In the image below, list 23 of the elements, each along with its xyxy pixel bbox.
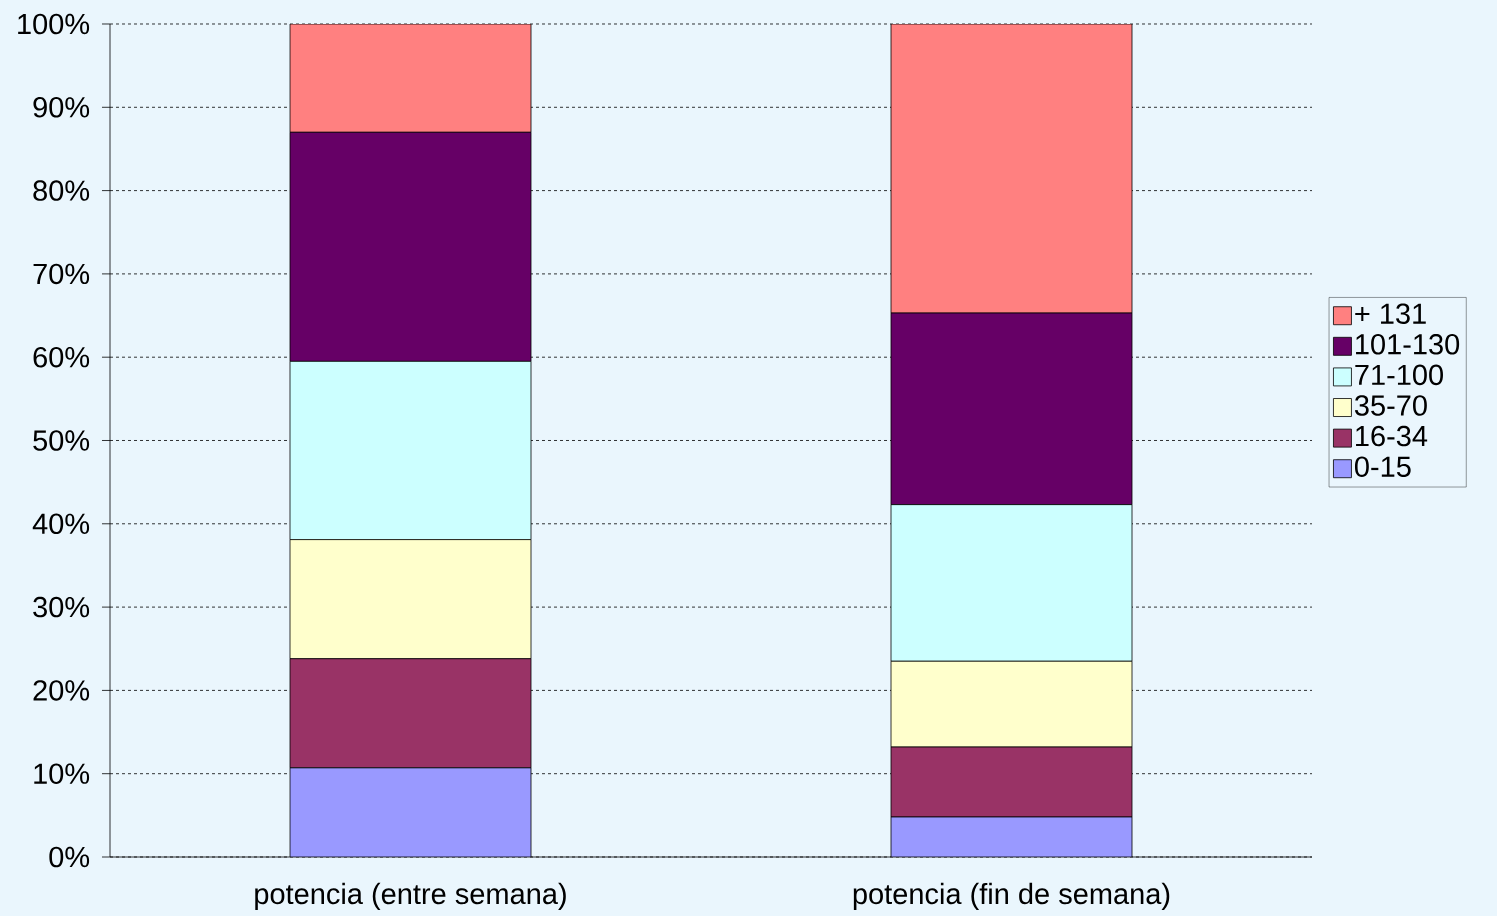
legend-label: + 131: [1355, 303, 1426, 324]
x-tick-label: potencia (entre semana): [255, 882, 566, 910]
legend-label: 0-15: [1354, 456, 1411, 477]
y-tick-label: 50%: [33, 430, 90, 451]
bar: [290, 767, 531, 857]
y-tick-label: 70%: [33, 263, 90, 285]
y-tick-label: 60%: [33, 346, 90, 368]
y-tick-label: 100%: [18, 13, 90, 35]
bar: [890, 23, 1133, 314]
bar: [289, 23, 532, 133]
y-tick-label: 90%: [33, 97, 90, 118]
y-tick-label: 80%: [33, 180, 90, 201]
legend-label: 16-34: [1356, 425, 1428, 447]
y-tick-label: 0%: [49, 846, 90, 868]
y-tick-label: 10%: [34, 763, 90, 784]
x-tick-label: potencia (fin de semana): [853, 882, 1170, 910]
bar: [890, 816, 1133, 857]
y-tick-label: 20%: [33, 680, 90, 701]
legend-label: 35-70: [1354, 395, 1427, 416]
y-tick-label: 40%: [32, 513, 90, 535]
legend-label: 71-100: [1355, 364, 1443, 386]
legend-label: 101-130: [1356, 334, 1460, 355]
y-tick-label: 30%: [33, 596, 90, 618]
